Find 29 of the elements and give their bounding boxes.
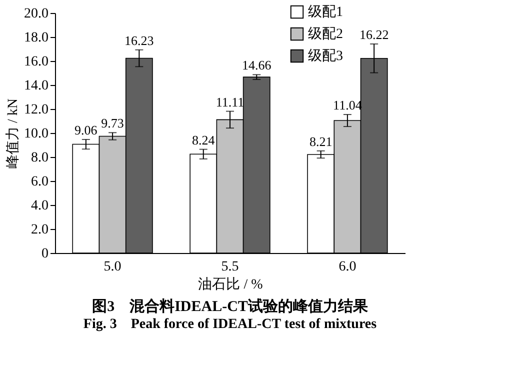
y-tick-label: 10.0	[24, 126, 48, 142]
y-tick-label: 18.0	[24, 30, 48, 46]
data-label: 16.23	[124, 32, 154, 48]
y-tick-label: 20.0	[24, 6, 48, 22]
data-label: 8.21	[309, 134, 332, 149]
data-label: 16.22	[359, 26, 389, 42]
text: Fig. 3 Peak force of IDEAL-CT test of mixtures	[83, 317, 378, 332]
legend-label: 级配3	[308, 48, 343, 64]
x-tick-label: 6.0	[338, 260, 356, 274]
y-tick-label: 12.0	[24, 102, 48, 118]
data-label: 11.11	[216, 94, 244, 110]
y-tick-label: 16.0	[24, 54, 48, 70]
y-axis-title: 峰值力 / kN	[5, 98, 21, 168]
x-tick-label: 5.0	[104, 260, 122, 274]
y-tick-label: 0	[42, 246, 48, 262]
y-tick-label: 14.0	[24, 78, 48, 94]
y-tick-label: 6.0	[31, 174, 48, 190]
data-label: 9.73	[101, 116, 124, 131]
text: 图3 混合料IDEAL-CT试验的峰值力结果	[92, 298, 369, 315]
x-tick-label: 5.5	[221, 260, 239, 274]
y-tick-label: 4.0	[31, 198, 48, 214]
data-label: 8.24	[192, 132, 216, 148]
y-tick-label: 8.0	[31, 150, 48, 166]
legend-label: 级配1	[308, 4, 343, 20]
data-label: 14.66	[242, 58, 272, 73]
y-tick-label: 2.0	[31, 222, 48, 238]
data-label: 9.06	[74, 122, 98, 138]
x-axis-title: 油石比 / %	[198, 276, 264, 292]
legend-label: 级配2	[308, 26, 343, 42]
